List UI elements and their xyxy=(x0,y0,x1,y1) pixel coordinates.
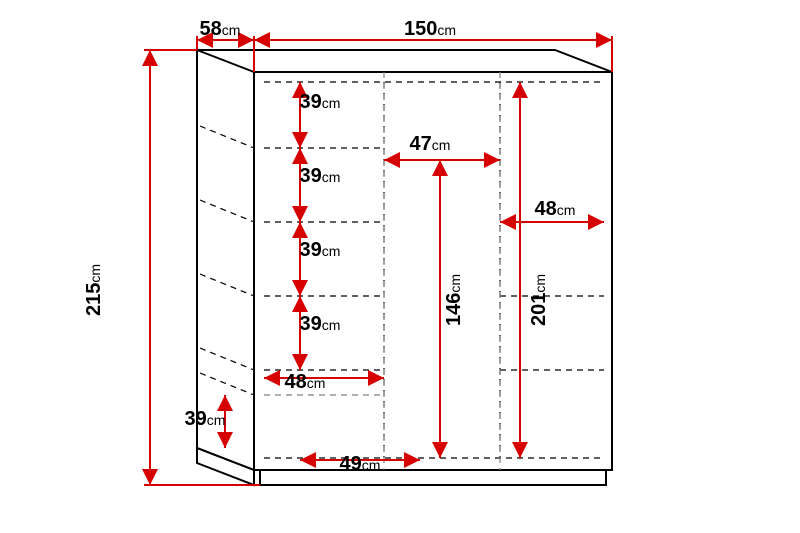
dim-hanging: 146cm xyxy=(443,274,465,326)
dim-center-top: 47cm xyxy=(410,133,451,155)
dim-depth: 58cm xyxy=(200,18,241,40)
dim-shelf5: 39cm xyxy=(185,408,226,430)
dim-width: 150cm xyxy=(404,18,456,40)
dim-shelf1: 39cm xyxy=(300,91,341,113)
dimension-diagram: 58cm 150cm 215cm 39cm 39cm 39cm 39cm 39cm 48cm 49… xyxy=(0,0,800,533)
dim-left-bottom: 48cm xyxy=(285,371,326,393)
dim-height: 215cm xyxy=(83,264,105,316)
wardrobe-outline xyxy=(197,50,612,485)
dim-interior: 201cm xyxy=(528,274,550,326)
dim-center-bottom: 49cm xyxy=(340,453,381,475)
dim-shelf4: 39cm xyxy=(300,313,341,335)
dim-shelf3: 39cm xyxy=(300,239,341,261)
dimension-labels: 58cm 150cm 215cm 39cm 39cm 39cm 39cm 39cm 48cm 49… xyxy=(83,18,575,475)
dim-shelf2: 39cm xyxy=(300,165,341,187)
dim-right: 48cm xyxy=(535,198,576,220)
